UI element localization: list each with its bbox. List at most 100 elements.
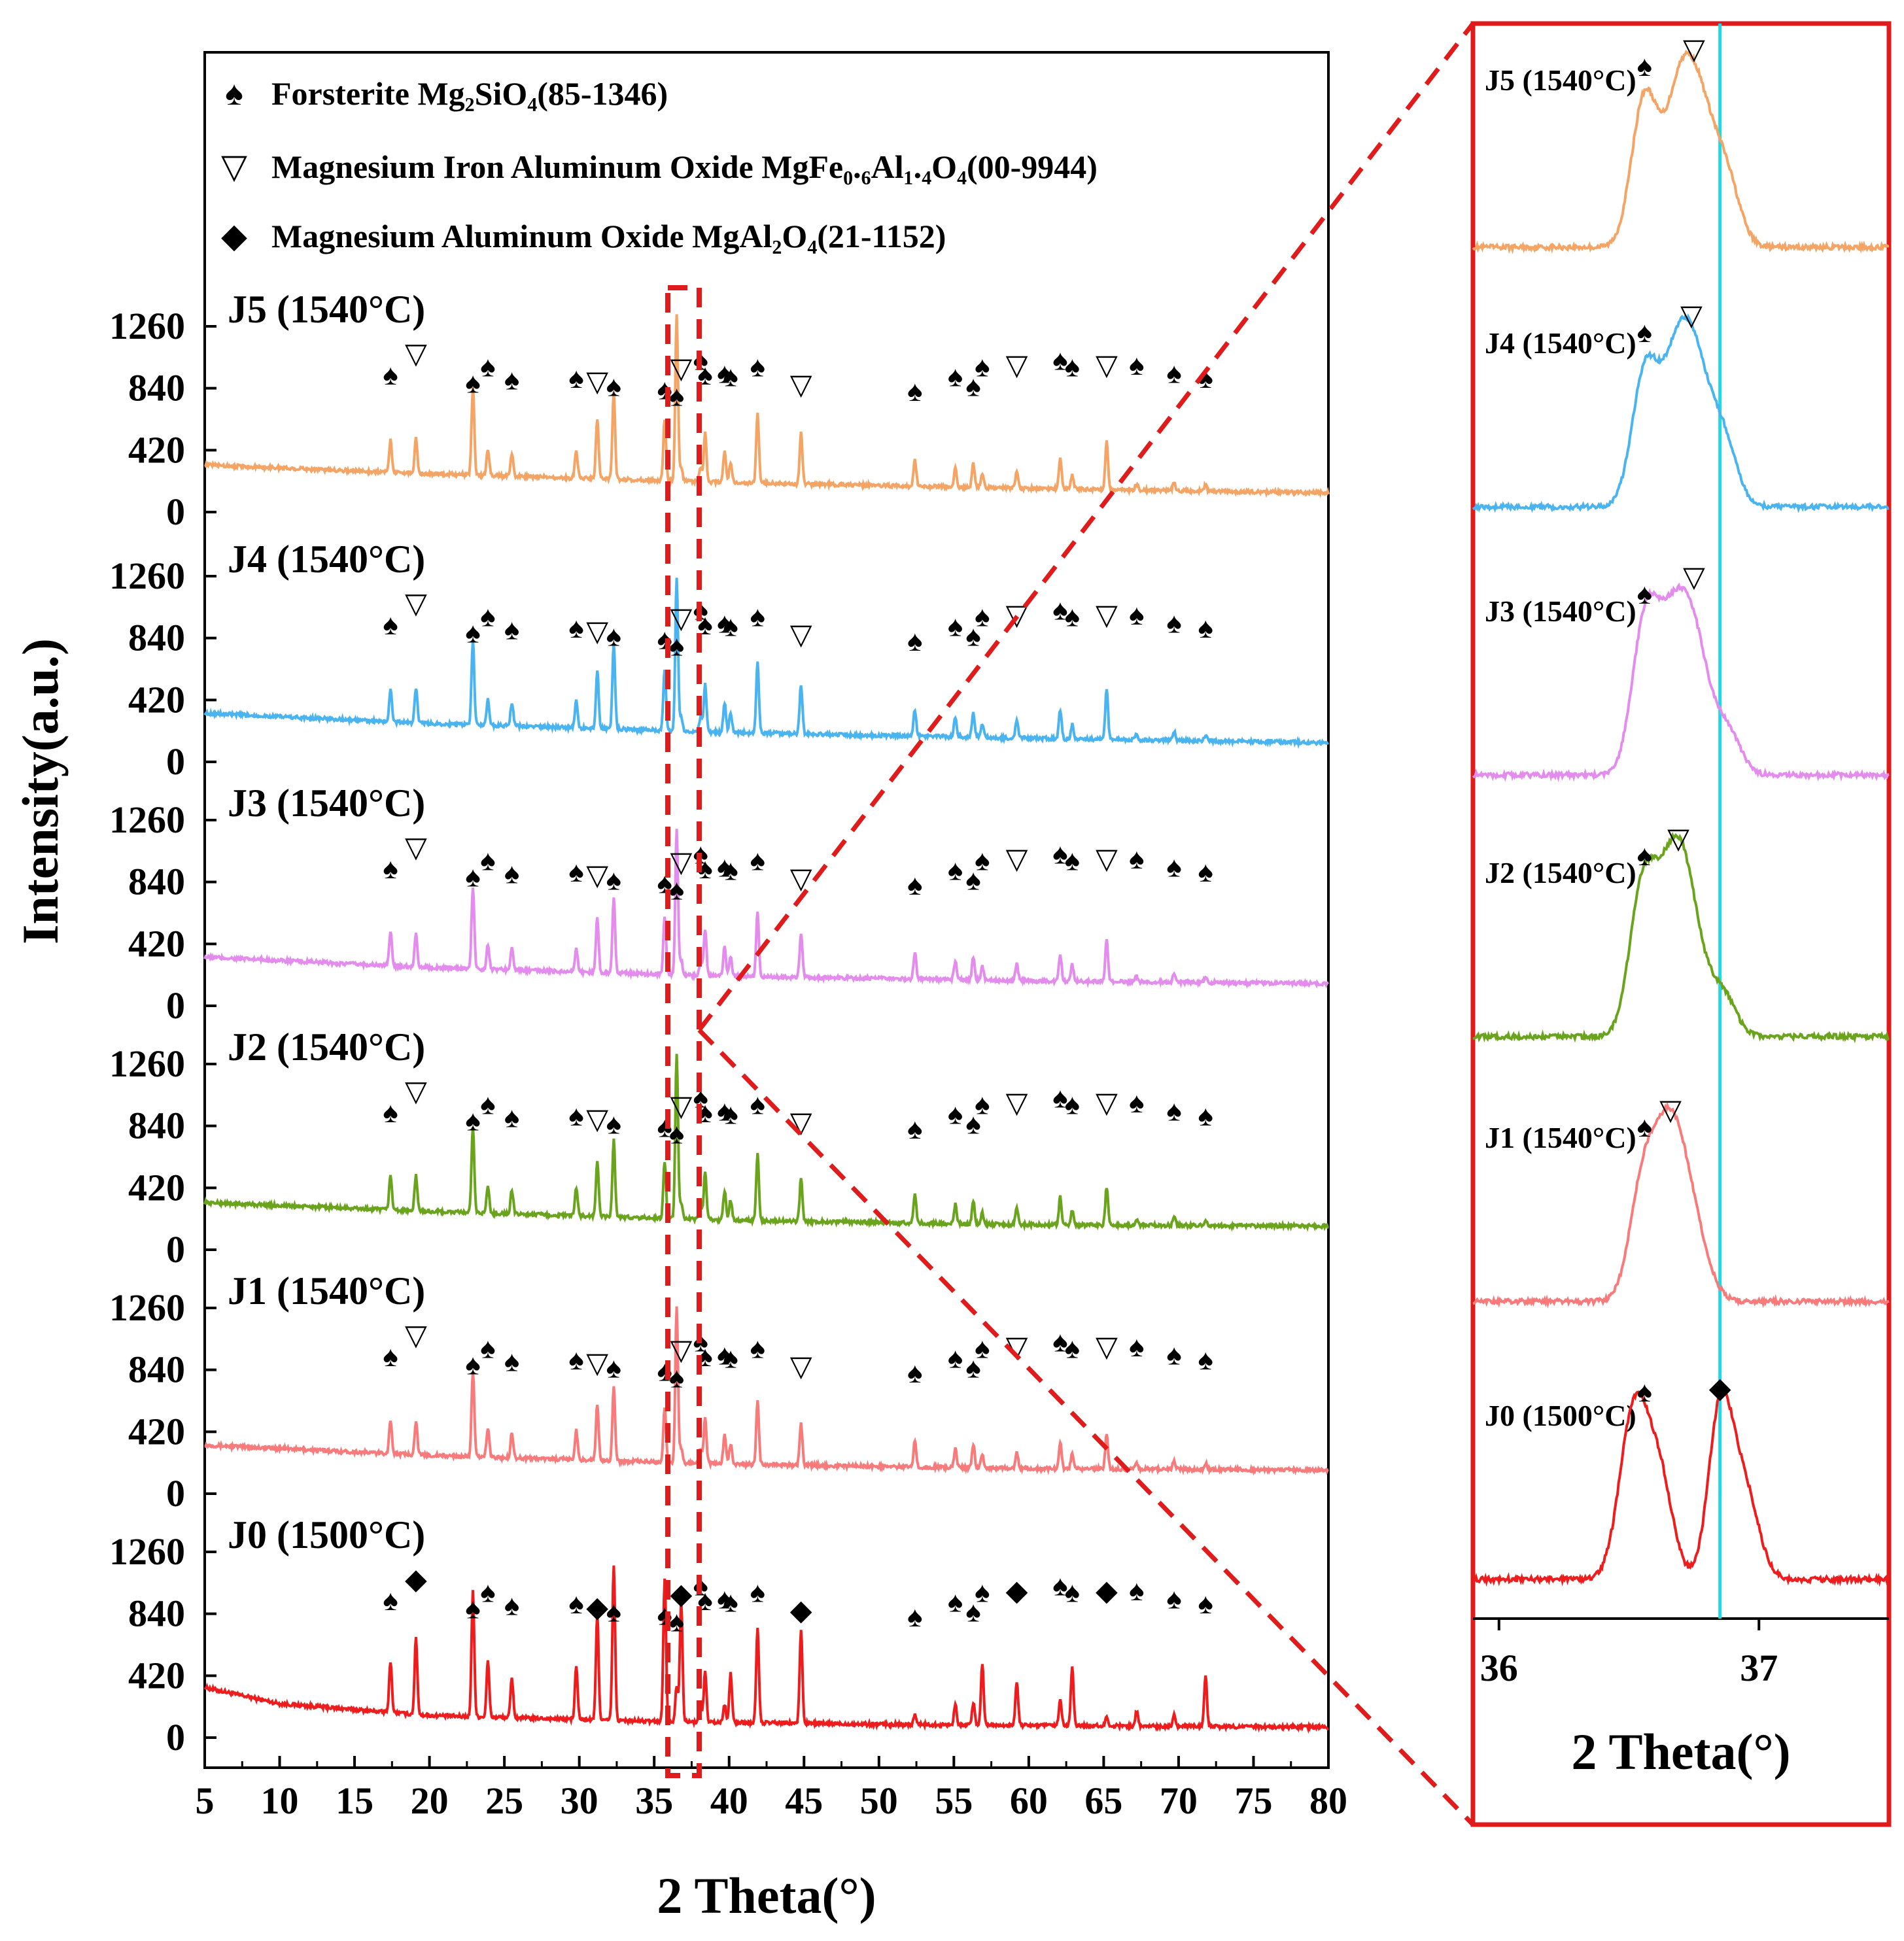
forsterite-marker: ♠: [669, 874, 684, 906]
forsterite-marker: ♠: [568, 856, 583, 888]
forsterite-marker: ♠: [1166, 851, 1181, 884]
forsterite-marker: ♠: [1065, 1333, 1080, 1365]
mfao-marker: ▽: [790, 619, 812, 651]
sample-label: J4 (1540°C): [228, 538, 425, 581]
forsterite-marker: ♠: [1129, 1087, 1144, 1119]
mfao-marker: ▽: [670, 602, 693, 634]
y-tick-label: 1260: [109, 1286, 185, 1329]
forsterite-marker: ♠: [717, 1339, 732, 1371]
mfao-marker: ▽: [405, 1320, 427, 1352]
forsterite-marker: ♠: [606, 1596, 621, 1628]
forsterite-marker: ♠: [504, 1590, 519, 1622]
inset-series: J5 (1540°C) ♠ ▽: [1472, 33, 1890, 254]
mfao-marker: ▽: [405, 1076, 427, 1108]
inset-series: J1 (1540°C) ♠▽: [1472, 1094, 1890, 1309]
forsterite-marker: ♠: [465, 1349, 480, 1381]
y-tick-label: 0: [166, 740, 185, 783]
forsterite-marker: ♠: [606, 371, 621, 403]
forsterite-marker: ♠: [965, 1596, 980, 1628]
mfao-marker: ▽: [790, 1350, 812, 1383]
inset-pattern-line: [1472, 313, 1890, 513]
mfao-marker: ▽: [1006, 1087, 1028, 1119]
forsterite-marker: ♠: [1065, 601, 1080, 633]
forsterite-marker: ♠: [1065, 1089, 1080, 1121]
inset-x-tick-label: 36: [1480, 1647, 1518, 1689]
mfao-marker: ▽: [586, 1103, 608, 1135]
inset-frame: [1470, 21, 1892, 1827]
forsterite-marker: ♠: [1129, 599, 1144, 631]
y-tick-label: 840: [128, 1105, 185, 1147]
forsterite-marker: ♠: [975, 845, 990, 877]
forsterite-marker: ♠: [606, 865, 621, 897]
spinel-marker: ◆: [790, 1594, 812, 1626]
forsterite-marker: ♠: [717, 358, 732, 390]
forsterite-marker: ♠: [1065, 351, 1080, 383]
mfao-marker: ▽: [1680, 300, 1703, 332]
forsterite-marker: ♠: [465, 368, 480, 400]
x-tick-label: 30: [561, 1779, 598, 1822]
forsterite-marker: ♠: [606, 1108, 621, 1141]
legend-entry: Forsterite Mg₂SiO₄(85-1346): [271, 75, 668, 112]
mfao-marker: ▽: [670, 1334, 693, 1366]
inset-x-tick-label: 37: [1740, 1647, 1778, 1689]
forsterite-marker: ♠: [504, 1102, 519, 1134]
forsterite-marker: ♠: [965, 621, 980, 653]
inset-sample-label: J1 (1540°C): [1485, 1121, 1636, 1154]
forsterite-marker: ♠: [465, 1105, 480, 1137]
forsterite-marker: ♠: [975, 1089, 990, 1121]
spinel-marker: ◆: [586, 1591, 608, 1623]
sample-label: J5 (1540°C): [228, 288, 425, 331]
x-tick-label: 60: [1010, 1779, 1048, 1822]
legend-entry: Magnesium Iron Aluminum Oxide MgFe₀.₆Al₁…: [271, 148, 1098, 185]
x-tick-label: 15: [336, 1779, 373, 1822]
forsterite-marker: ♠: [1129, 843, 1144, 875]
forsterite-marker: ♠: [1052, 1326, 1067, 1358]
forsterite-marker: ♠: [1129, 1575, 1144, 1607]
forsterite-marker: ♠: [1637, 1376, 1652, 1408]
forsterite-marker: ♠: [1637, 840, 1652, 872]
inset-sample-label: J3 (1540°C): [1485, 594, 1636, 628]
spinel-marker: ◆: [1096, 1575, 1118, 1607]
inset-pattern-line: [1472, 582, 1890, 783]
y-tick-label: 1260: [109, 555, 185, 597]
inset-pattern-line: [1472, 831, 1890, 1044]
legend-symbol: ◆: [221, 218, 247, 255]
y-tick-label: 1260: [109, 1530, 185, 1573]
forsterite-marker: ♠: [606, 1352, 621, 1384]
sample-label: J0 (1500°C): [228, 1513, 425, 1556]
inset-series: J2 (1540°C)♠ ▽: [1472, 823, 1890, 1044]
spinel-marker: ◆: [1709, 1372, 1731, 1404]
y-tick-label: 840: [128, 617, 185, 659]
inset-pattern-line: [1472, 50, 1890, 254]
mfao-marker: ▽: [405, 338, 427, 370]
forsterite-marker: ♠: [948, 855, 963, 887]
x-tick-label: 70: [1160, 1779, 1198, 1822]
forsterite-marker: ♠: [723, 1099, 738, 1131]
x-tick-label: 45: [785, 1779, 823, 1822]
forsterite-marker: ♠: [907, 625, 922, 657]
mfao-marker: ▽: [670, 352, 693, 385]
main-chart: 5 10 15 20 25 30 35 40 45 50 55 60 65 70 75 80 2 Theta(°…: [12, 51, 1347, 1924]
xrd-pattern-line: [203, 829, 1329, 989]
forsterite-marker: ♠: [1166, 358, 1181, 390]
forsterite-marker: ♠: [1198, 1344, 1213, 1376]
y-tick-label: 420: [128, 678, 185, 721]
forsterite-marker: ♠: [750, 351, 765, 383]
y-tick-label: 1260: [109, 305, 185, 347]
x-tick-label: 55: [935, 1779, 973, 1822]
xrd-pattern-line: [203, 1054, 1329, 1232]
mfao-marker: ▽: [1667, 823, 1689, 855]
forsterite-marker: ♠: [383, 853, 398, 885]
y-tick-label: 0: [166, 1716, 185, 1759]
mfao-marker: ▽: [405, 832, 427, 864]
forsterite-marker: ♠: [948, 1343, 963, 1375]
mfao-marker: ▽: [1096, 599, 1118, 631]
forsterite-marker: ♠: [504, 1346, 519, 1378]
forsterite-marker: ♠: [568, 1100, 583, 1132]
forsterite-marker: ♠: [965, 1352, 980, 1384]
forsterite-marker: ♠: [480, 351, 495, 383]
forsterite-marker: ♠: [1065, 1577, 1080, 1609]
forsterite-marker: ♠: [965, 865, 980, 897]
